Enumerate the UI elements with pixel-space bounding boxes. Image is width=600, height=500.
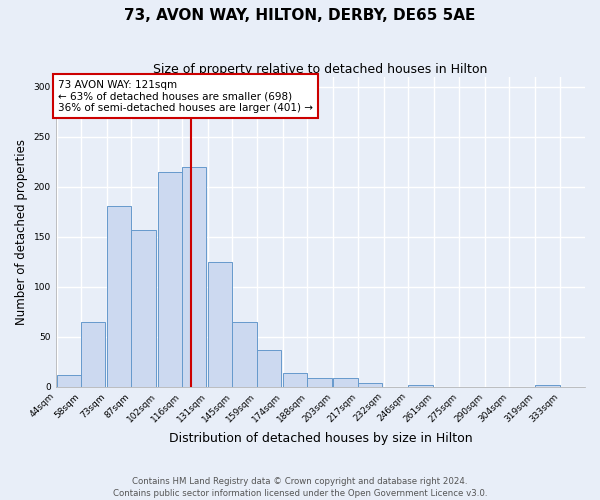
- Bar: [56, 374, 81, 386]
- X-axis label: Distribution of detached houses by size in Hilton: Distribution of detached houses by size …: [169, 432, 472, 445]
- Bar: [334, 378, 358, 386]
- Bar: [208, 262, 232, 386]
- Bar: [107, 206, 131, 386]
- Bar: [182, 166, 206, 386]
- Text: Contains HM Land Registry data © Crown copyright and database right 2024.
Contai: Contains HM Land Registry data © Crown c…: [113, 476, 487, 498]
- Bar: [232, 322, 257, 386]
- Y-axis label: Number of detached properties: Number of detached properties: [15, 138, 28, 324]
- Title: Size of property relative to detached houses in Hilton: Size of property relative to detached ho…: [153, 62, 488, 76]
- Bar: [158, 172, 182, 386]
- Bar: [81, 322, 105, 386]
- Bar: [131, 230, 156, 386]
- Bar: [257, 350, 281, 387]
- Bar: [535, 384, 560, 386]
- Bar: [358, 382, 382, 386]
- Text: 73 AVON WAY: 121sqm
← 63% of detached houses are smaller (698)
36% of semi-detac: 73 AVON WAY: 121sqm ← 63% of detached ho…: [58, 80, 313, 113]
- Text: 73, AVON WAY, HILTON, DERBY, DE65 5AE: 73, AVON WAY, HILTON, DERBY, DE65 5AE: [124, 8, 476, 22]
- Bar: [283, 372, 307, 386]
- Bar: [408, 384, 433, 386]
- Bar: [307, 378, 332, 386]
